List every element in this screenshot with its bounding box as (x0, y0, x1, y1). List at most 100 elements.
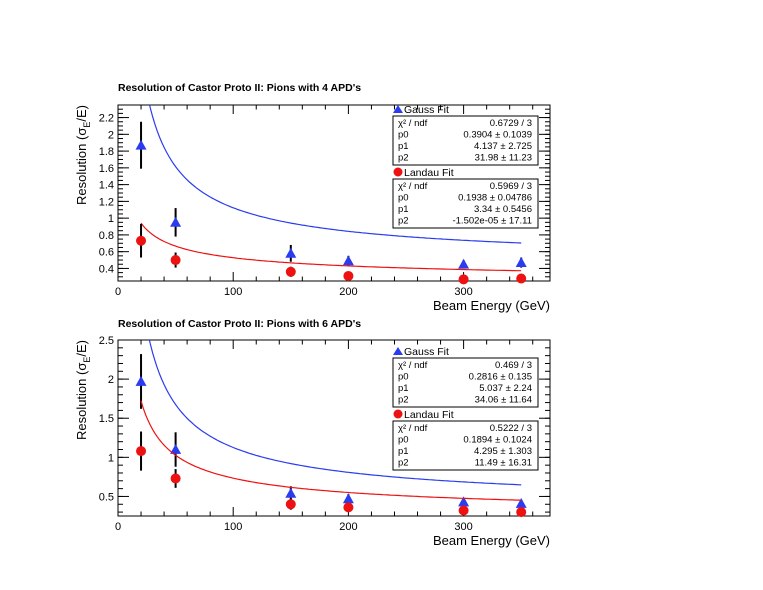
y-tick-label: 1.2 (99, 196, 114, 208)
data-point-triangle (135, 375, 147, 386)
y-tick-label: 1 (108, 452, 114, 464)
stat-box-landau: Landau Fit χ² / ndf 0.5222 / 3 p0 0.1894 ± 0… (392, 409, 539, 471)
y-tick-label: 0.6 (99, 247, 114, 259)
stat-row-label: χ² / ndf (398, 118, 428, 129)
x-tick-label: 300 (454, 521, 472, 533)
legend-marker-circle (393, 167, 403, 177)
stat-row-label: p0 (398, 435, 409, 446)
stat-row-value: 4.295 ± 1.303 (474, 446, 532, 457)
fit-curve-circle (140, 222, 522, 272)
legend-title: Landau Fit (404, 409, 454, 421)
y-axis-label: Resolution (σE/E) (74, 105, 92, 205)
stat-box-gauss: Gauss Fit χ² / ndf 0.6729 / 3 p0 0.3904 ± 0.… (392, 104, 539, 166)
x-tick-label: 300 (454, 286, 472, 298)
data-point-triangle (515, 257, 527, 267)
stat-row-label: p1 (398, 204, 409, 215)
y-tick-label: 1.6 (99, 163, 114, 175)
stat-row-label: p1 (398, 141, 409, 152)
chart-panel-2: Resolution of Castor Proto II: Pions wit… (74, 318, 551, 548)
stat-row-label: p1 (398, 446, 409, 457)
stat-row-value: 0.5222 / 3 (490, 423, 532, 434)
legend-title: Landau Fit (404, 167, 454, 179)
plot-frame (117, 339, 551, 517)
stat-box-frame (392, 115, 539, 166)
data-point-triangle (342, 255, 354, 266)
stat-box-landau: Landau Fit χ² / ndf 0.5969 / 3 p0 0.1938 ± 0… (392, 167, 539, 229)
chart-title: Resolution of Castor Proto II: Pions wit… (118, 318, 361, 330)
series-circle (136, 222, 527, 285)
stat-row-label: χ² / ndf (398, 360, 428, 371)
y-tick-label: 1.8 (99, 146, 114, 158)
legend-marker-triangle (393, 347, 403, 355)
stat-row-value: 0.2816 ± 0.135 (469, 372, 532, 383)
stat-row-label: χ² / ndf (398, 181, 428, 192)
stat-row-label: p0 (398, 372, 409, 383)
stat-row-value: -1.502e-05 ± 17.11 (452, 216, 532, 227)
stat-row-value: 4.137 ± 2.725 (474, 141, 532, 152)
legend-marker-circle (393, 409, 403, 419)
data-point-circle (458, 505, 469, 516)
stat-row-value: 34.06 ± 11.64 (475, 395, 532, 406)
x-tick-label: 100 (224, 521, 242, 533)
y-tick-label: 2 (108, 129, 114, 141)
stat-row-value: 11.49 ± 16.31 (475, 458, 532, 469)
y-axis-label-sub: E (82, 122, 92, 128)
y-axis-label: Resolution (σE/E) (74, 340, 92, 440)
y-axis-label-main: Resolution (σ (74, 128, 89, 205)
fit-curve-triangle (148, 105, 522, 244)
data-point-triangle (285, 247, 297, 258)
stat-row-value: 0.1938 ± 0.04786 (458, 193, 532, 204)
data-point-triangle (458, 496, 470, 507)
data-point-circle (343, 502, 354, 513)
data-point-triangle (285, 487, 297, 498)
data-point-circle (170, 255, 181, 266)
y-axis-label-tail: /E) (74, 105, 89, 122)
y-tick-label: 1.4 (99, 180, 114, 192)
data-point-circle (516, 273, 527, 284)
data-point-circle (458, 274, 469, 285)
stat-row-value: 0.3904 ± 0.1039 (463, 130, 532, 141)
stat-row-label: p2 (398, 216, 409, 227)
x-tick-label: 0 (115, 521, 121, 533)
stat-row-label: p2 (398, 395, 409, 406)
y-tick-label: 1.5 (99, 413, 114, 425)
y-axis-label-sub: E (82, 357, 92, 363)
y-tick-label: 1 (108, 213, 114, 225)
data-point-circle (516, 507, 527, 518)
data-point-triangle (342, 493, 354, 504)
stat-row-value: 0.5969 / 3 (490, 181, 532, 192)
data-point-triangle (135, 139, 147, 150)
series-triangle (135, 340, 527, 508)
data-point-circle (136, 235, 147, 246)
stat-row-label: p2 (398, 458, 409, 469)
stat-row-label: p0 (398, 130, 409, 141)
y-tick-label: 2 (108, 374, 114, 386)
data-point-circle (285, 266, 296, 277)
data-point-triangle (170, 444, 182, 454)
chart-title: Resolution of Castor Proto II: Pions wit… (118, 82, 361, 94)
x-axis-label: Beam Energy (GeV) (433, 298, 550, 313)
x-tick-label: 200 (339, 521, 357, 533)
series-triangle (135, 105, 527, 269)
x-tick-label: 100 (224, 286, 242, 298)
fit-curve-triangle (148, 340, 522, 486)
stat-row-value: 31.98 ± 11.23 (475, 153, 532, 164)
legend-title: Gauss Fit (404, 104, 449, 116)
stat-row-label: χ² / ndf (398, 423, 428, 434)
y-tick-label: 0.5 (99, 491, 114, 503)
legend-title: Gauss Fit (404, 346, 449, 358)
fit-curve-circle (140, 400, 522, 501)
y-tick-label: 0.4 (99, 263, 114, 275)
stat-row-label: p1 (398, 383, 409, 394)
data-point-triangle (170, 216, 182, 227)
stat-box-frame (392, 420, 539, 471)
series-circle (136, 400, 527, 518)
stat-box-gauss: Gauss Fit χ² / ndf 0.469 / 3 p0 0.2816 ± 0.1… (392, 346, 539, 408)
x-tick-label: 200 (339, 286, 357, 298)
data-point-circle (170, 473, 181, 484)
stat-row-value: 0.469 / 3 (495, 360, 532, 371)
y-tick-label: 0.8 (99, 230, 114, 242)
data-point-circle (285, 499, 296, 510)
stat-row-value: 0.1894 ± 0.1024 (463, 435, 532, 446)
